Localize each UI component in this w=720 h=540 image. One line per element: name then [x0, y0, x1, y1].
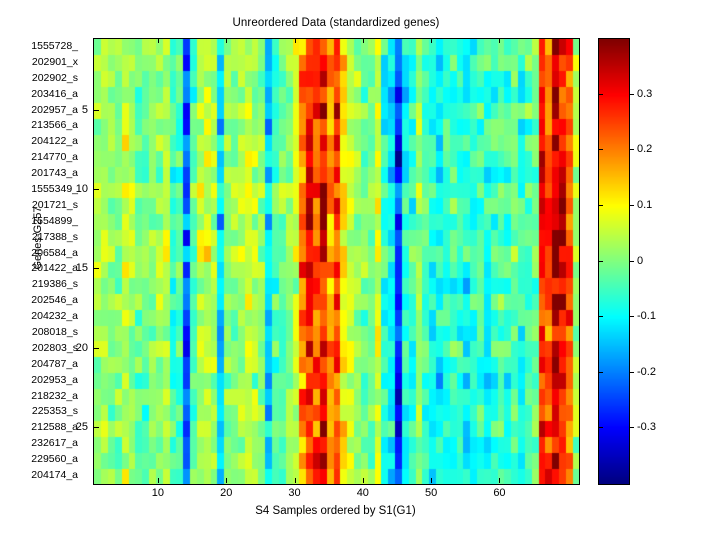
x-axis-tick-label: 50 — [425, 487, 438, 499]
y-axis-row-label: 206584_a — [31, 246, 78, 259]
x-axis-tick-label: 60 — [493, 487, 506, 499]
y-axis-row-label: 204787_a — [31, 357, 78, 370]
colorbar-tick-mark — [629, 204, 634, 206]
y-axis-row-label: 212588_a — [31, 421, 78, 434]
y-axis-row-label: 204174_a — [31, 469, 78, 482]
y-axis-row-label: 201721_s — [31, 198, 78, 211]
colorbar-tick-label: -0.1 — [637, 310, 656, 323]
colorbar-tick-label: -0.3 — [637, 421, 656, 434]
y-axis-row-label: 1555728_ — [31, 39, 78, 52]
y-axis-row-label: 202957_a — [31, 103, 78, 116]
x-axis-tick-mark-top — [226, 38, 228, 43]
colorbar-tick-mark-left — [598, 204, 603, 206]
x-axis-tick-mark — [157, 478, 159, 483]
y-axis-row-label: 202803_s — [31, 341, 78, 354]
y-axis-row-label: 202546_a — [31, 294, 78, 307]
colorbar-tick-label: 0.3 — [637, 87, 653, 100]
y-axis-row-label: 203416_a — [31, 87, 78, 100]
colorbar-tick-mark-left — [598, 93, 603, 95]
colorbar-tick-mark-left — [598, 371, 603, 373]
y-axis-tick-mark — [93, 347, 99, 349]
y-axis-tick-mark — [93, 188, 99, 190]
colorbar-tick-mark-left — [598, 316, 603, 318]
y-axis-tick-mark — [93, 109, 99, 111]
y-axis-row-label: 208018_s — [31, 326, 78, 339]
colorbar-tick-mark — [629, 427, 634, 429]
x-axis-tick-mark-top — [157, 38, 159, 43]
x-axis-tick-label: 10 — [151, 487, 165, 499]
y-axis-row-label: 214770_a — [31, 151, 78, 164]
heatmap-image — [94, 39, 579, 484]
colorbar-tick-label: -0.2 — [637, 365, 656, 378]
x-axis-tick-mark-top — [362, 38, 364, 43]
y-axis-row-label: 201743_a — [31, 167, 78, 180]
colorbar — [598, 38, 630, 485]
x-axis-tick-mark — [294, 478, 296, 483]
colorbar-gradient — [599, 39, 629, 484]
x-axis-tick-label: 40 — [356, 487, 369, 499]
x-axis-tick-label: 20 — [220, 487, 233, 499]
heatmap-plot-area — [93, 38, 580, 485]
colorbar-tick-mark-left — [598, 149, 603, 151]
colorbar-tick-mark-left — [598, 427, 603, 429]
colorbar-tick-mark — [629, 149, 634, 151]
y-axis-row-label: 217388_s — [31, 230, 78, 243]
colorbar-tick-label: 0 — [637, 254, 644, 267]
x-axis-tick-mark — [431, 478, 433, 483]
y-axis-row-label: 1555349_ — [31, 182, 78, 195]
colorbar-tick-mark — [629, 371, 634, 373]
y-axis-tick-label: 15 — [75, 262, 88, 275]
y-axis-row-label: 201422_a — [31, 262, 78, 275]
y-axis-row-label: 202953_a — [31, 373, 78, 386]
x-axis-tick-mark-top — [431, 38, 433, 43]
y-axis-row-label: 219386_s — [31, 278, 78, 291]
y-axis-tick-label: 5 — [81, 103, 88, 116]
y-axis-tick-label: 25 — [75, 421, 88, 434]
y-axis-row-label: 1554899_ — [31, 214, 78, 227]
y-axis-row-label: 232617_a — [31, 437, 78, 450]
x-axis-tick-label: 30 — [288, 487, 301, 499]
y-axis-row-label: 218232_a — [31, 389, 78, 402]
y-axis-row-label: 202902_s — [31, 71, 78, 84]
colorbar-tick-mark — [629, 260, 634, 262]
y-axis-row-label: 229560_a — [31, 453, 78, 466]
x-axis-tick-mark — [226, 478, 228, 483]
chart-title: Unreordered Data (standardized genes) — [232, 17, 440, 29]
colorbar-tick-label: 0.2 — [637, 143, 653, 156]
colorbar-tick-mark-left — [598, 260, 603, 262]
y-axis-tick-mark — [93, 268, 99, 270]
colorbar-tick-mark — [629, 316, 634, 318]
x-axis-tick-mark — [499, 478, 501, 483]
y-axis-row-label: 225353_s — [31, 405, 78, 418]
colorbar-tick-label: 0.1 — [637, 198, 653, 211]
y-axis-tick-mark — [93, 427, 99, 429]
x-axis-tick-mark-top — [294, 38, 296, 43]
x-axis-tick-mark-top — [499, 38, 501, 43]
y-axis-row-label: 204232_a — [31, 310, 78, 323]
x-axis-tick-mark — [362, 478, 364, 483]
y-axis-row-label: 204122_a — [31, 135, 78, 148]
y-axis-row-label: 213566_a — [31, 119, 78, 132]
y-axis-row-label-list: 1555728_ 202901_x 202902_s 203416_a 202957_a… — [0, 38, 78, 483]
colorbar-tick-mark — [629, 93, 634, 95]
y-axis-row-label: 202901_x — [31, 55, 78, 68]
y-axis-tick-label: 20 — [75, 341, 88, 354]
x-axis-title: S4 Samples ordered by S1(G1) — [255, 505, 416, 517]
y-axis-tick-label: 10 — [75, 182, 88, 195]
